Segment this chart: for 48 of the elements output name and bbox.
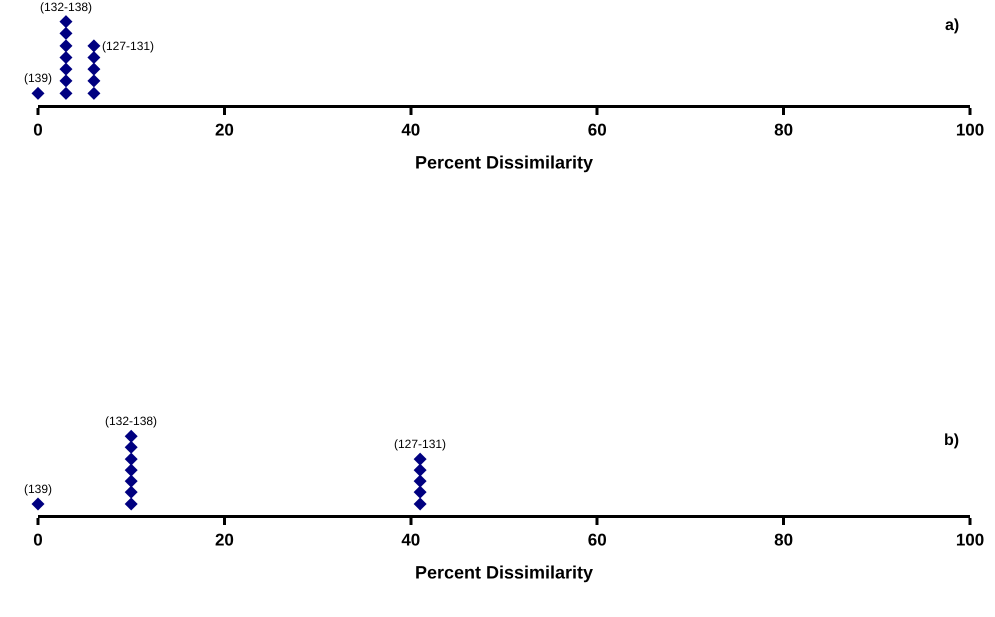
point [59, 26, 72, 40]
x-tick-label: 40 [401, 120, 420, 140]
x-axis-title: Percent Dissimilarity [414, 562, 594, 582]
chart-title: b) [944, 432, 960, 449]
point [87, 74, 100, 88]
point [414, 464, 427, 477]
point [124, 486, 138, 499]
annotation: (132-138) [105, 414, 158, 428]
point [414, 497, 427, 510]
x-tick-label: 0 [33, 120, 43, 140]
point [32, 86, 44, 100]
x-tick-label: 80 [774, 120, 794, 140]
point [59, 62, 72, 76]
point [59, 86, 72, 100]
point [414, 486, 427, 499]
x-tick-label: 100 [956, 530, 984, 550]
point [59, 39, 72, 52]
x-tick-label: 0 [33, 530, 43, 550]
point [124, 497, 138, 510]
point [87, 51, 100, 64]
point [87, 86, 100, 100]
point [124, 430, 138, 443]
annotation: (127-131) [394, 437, 446, 451]
point [124, 474, 138, 488]
annotation: (127-131) [102, 39, 154, 53]
point [414, 452, 427, 466]
point [124, 464, 138, 477]
point [59, 15, 72, 28]
x-tick-label: 20 [214, 120, 234, 140]
chart-title: a) [945, 17, 960, 34]
point [87, 39, 100, 52]
annotation: (132-138) [40, 0, 92, 14]
x-tick-label: 80 [774, 530, 794, 550]
point [414, 474, 427, 488]
point [59, 74, 72, 88]
x-axis-title: Percent Dissimilarity [414, 152, 594, 172]
point [59, 51, 72, 64]
point [124, 440, 138, 454]
x-tick-label: 40 [401, 530, 420, 550]
x-tick-label: 100 [956, 120, 984, 140]
point [124, 452, 138, 466]
x-tick-label: 60 [588, 530, 607, 550]
point [32, 497, 44, 510]
annotation: (139) [24, 71, 52, 85]
point [87, 62, 100, 76]
x-tick-label: 60 [588, 120, 607, 140]
annotation: (139) [24, 482, 52, 496]
x-tick-label: 20 [214, 530, 234, 550]
